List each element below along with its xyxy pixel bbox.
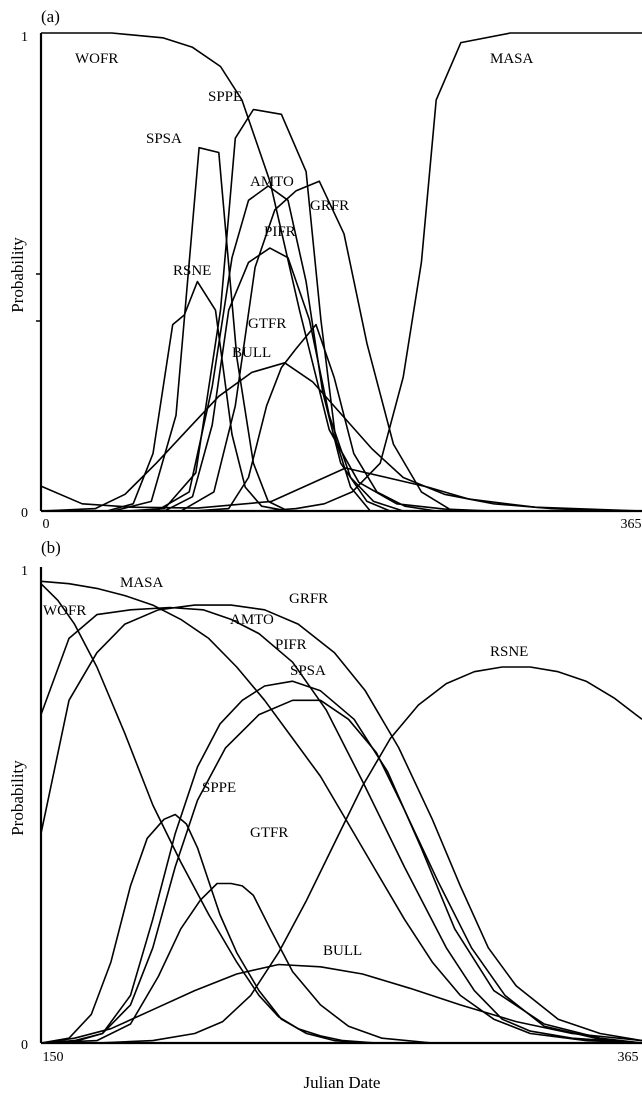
panel-a-series-line-wofr (41, 32, 642, 512)
series-label-grfr-b: GRFR (289, 591, 328, 607)
series-label-grfr: GRFR (310, 198, 349, 214)
panel-b-label: (b) (41, 538, 61, 557)
panel-a: (a) Probability 1 0 0 365 WOFR MASA SPPE… (8, 7, 642, 532)
panel-b-series-line-pifr (40, 680, 642, 1044)
series-label-amto-b: AMTO (230, 612, 274, 628)
panel-b: (b) Probability 1 0 150 365 Julian Date … (8, 538, 642, 1092)
panel-a-series-line-unlabeled-10 (40, 467, 642, 512)
series-label-wofr: WOFR (75, 51, 118, 67)
panel-a-ytick-top: 1 (21, 30, 28, 45)
panel-a-series-line-amto (41, 185, 642, 512)
panel-a-series-line-rsne (41, 280, 642, 512)
series-label-sppe: SPPE (208, 89, 242, 105)
series-label-pifr-b: PIFR (275, 637, 307, 653)
panel-b-series-line-sppe (40, 813, 642, 1044)
panel-b-series-line-spsa (40, 699, 642, 1044)
series-label-masa: MASA (490, 51, 534, 67)
series-label-spsa: SPSA (146, 131, 182, 147)
panel-a-series-line-pifr (41, 247, 642, 512)
panel-a-ylabel: Probability (8, 237, 27, 313)
panel-a-series-line-gtfr (41, 323, 642, 512)
series-label-masa-b: MASA (120, 575, 164, 591)
panel-b-series-line-gtfr (40, 882, 642, 1044)
panel-a-series-line-masa (41, 32, 642, 512)
series-label-bull: BULL (232, 345, 271, 361)
panel-b-series-line-bull (40, 963, 642, 1044)
series-label-gtfr: GTFR (248, 316, 286, 332)
panel-b-series-line-rsne (41, 666, 642, 1044)
panel-a-series-line-bull (40, 361, 642, 512)
panel-a-series-line-grfr (41, 180, 642, 512)
panel-a-ytick-bottom: 0 (21, 506, 28, 521)
panel-b-series-line-masa (40, 580, 642, 1044)
panel-b-series (40, 580, 642, 1044)
series-label-pifr: PIFR (264, 224, 296, 240)
series-label-spsa-b: SPSA (290, 663, 326, 679)
series-label-sppe-b: SPPE (202, 780, 236, 796)
panel-a-xtick-start: 0 (43, 517, 50, 532)
panel-b-ytick-top: 1 (21, 564, 28, 579)
panel-b-series-line-grfr (40, 604, 642, 1042)
panel-a-series (40, 32, 642, 512)
series-label-wofr-b: WOFR (43, 603, 86, 619)
series-label-gtfr-b: GTFR (250, 825, 288, 841)
series-label-amto: AMTO (250, 174, 294, 190)
panel-b-ytick-bottom: 0 (21, 1038, 28, 1053)
series-label-rsne-b: RSNE (490, 644, 528, 660)
panel-a-label: (a) (41, 7, 60, 26)
panel-b-xtick-end: 365 (618, 1050, 639, 1065)
panel-b-ylabel: Probability (8, 760, 27, 836)
panel-b-series-labels: MASA WOFR GRFR AMTO PIFR RSNE SPSA SPPE … (43, 575, 528, 959)
panel-b-series-line-amto (40, 606, 642, 1044)
panel-a-series-labels: WOFR MASA SPPE SPSA AMTO GRFR PIFR RSNE … (75, 51, 534, 361)
series-label-rsne: RSNE (173, 263, 211, 279)
panel-a-xtick-end: 365 (621, 517, 642, 532)
panel-a-series-line-spsa (41, 146, 642, 512)
panel-b-xtick-start: 150 (43, 1050, 64, 1065)
series-label-bull-b: BULL (323, 943, 362, 959)
panel-b-xlabel: Julian Date (304, 1073, 381, 1092)
